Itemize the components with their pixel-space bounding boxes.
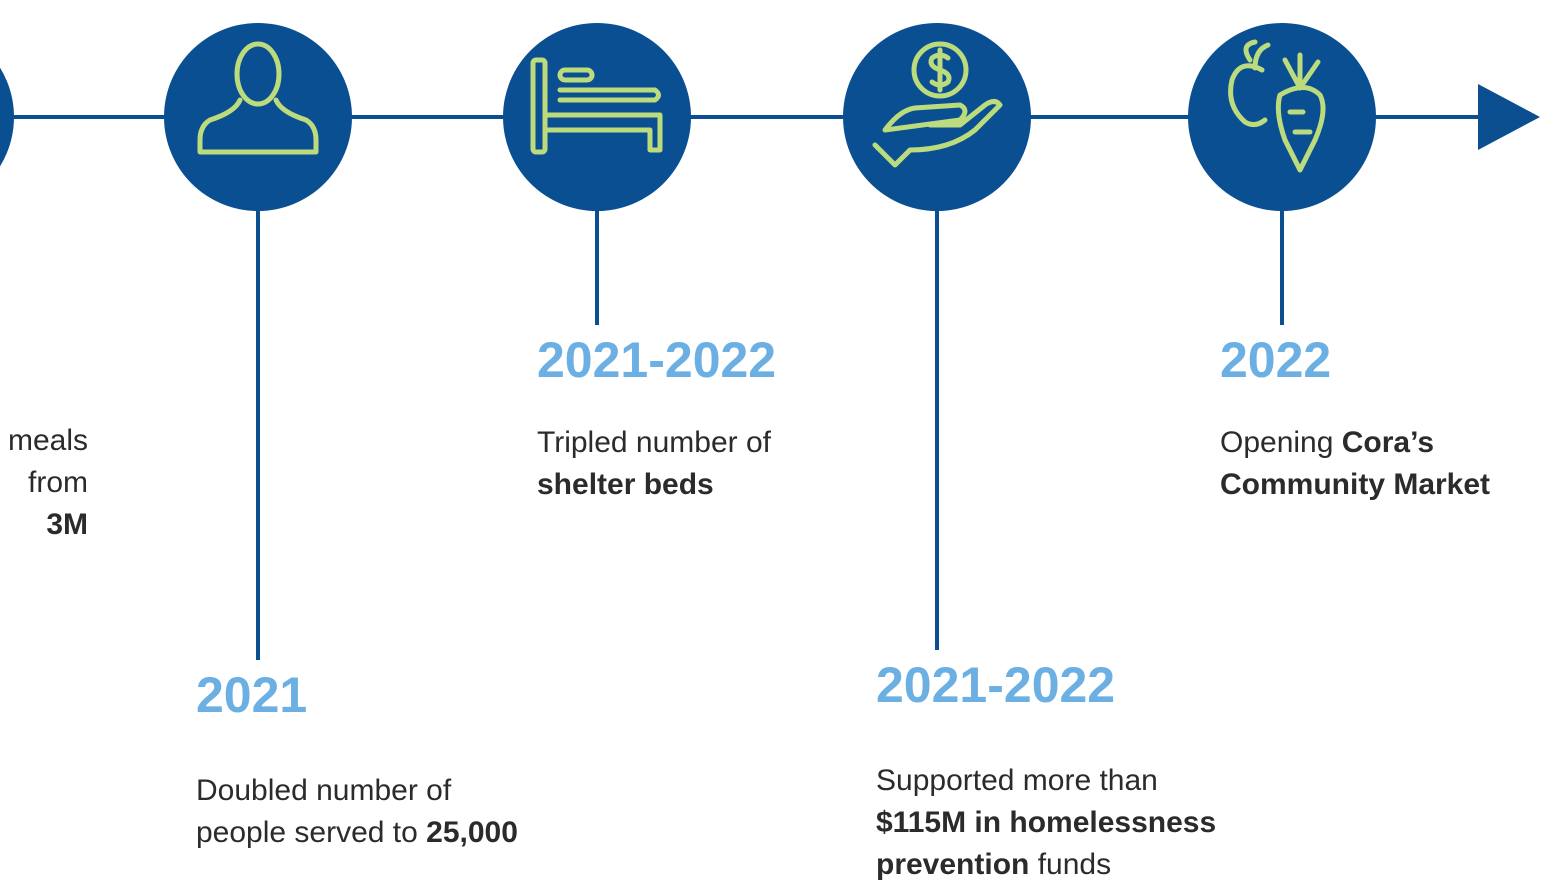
- bold-text: prevention: [876, 848, 1029, 881]
- icon-bed: [530, 57, 663, 155]
- year: 2022: [1220, 332, 1331, 388]
- node-circle: [843, 23, 1031, 211]
- text: from: [28, 466, 88, 499]
- text: Supported more than: [876, 764, 1158, 797]
- text: Tripled number of: [537, 426, 772, 459]
- description-line: Opening Cora’s: [1220, 426, 1434, 459]
- description-line: Doubled number of: [196, 774, 452, 807]
- entries: meals from 3M 2021 Doubled number of people s…: [8, 332, 1490, 881]
- description-line: Supported more than: [876, 764, 1158, 797]
- year: 2021-2022: [876, 657, 1115, 713]
- text: meals: [8, 424, 88, 457]
- bold-text: Community Market: [1220, 468, 1490, 501]
- node-circle: [0, 67, 14, 167]
- text: Opening: [1220, 426, 1342, 459]
- bold-text: $115M in homelessness: [876, 806, 1216, 839]
- description-line: people served to 25,000: [196, 816, 518, 849]
- node-circle: [1188, 23, 1376, 211]
- year: 2021: [196, 667, 307, 723]
- description-line: Tripled number of: [537, 426, 772, 459]
- bold-text: shelter beds: [537, 468, 714, 501]
- text: Doubled number of: [196, 774, 452, 807]
- description-line: Community Market: [1220, 468, 1490, 501]
- icon-person: [197, 41, 319, 155]
- description-line: meals: [8, 424, 88, 457]
- description-line: shelter beds: [537, 468, 714, 501]
- description-line: from: [28, 466, 88, 499]
- arrow-head: [1478, 84, 1540, 150]
- description-line: prevention funds: [876, 848, 1111, 881]
- text: people served to: [196, 816, 426, 849]
- description-line: $115M in homelessness: [876, 806, 1216, 839]
- icon-hand-coin: [872, 41, 1003, 168]
- bold-text: 25,000: [426, 816, 518, 849]
- icon-produce: [1228, 39, 1326, 173]
- text: funds: [1029, 848, 1111, 881]
- bold-text: 3M: [46, 508, 88, 541]
- node-circle: [164, 23, 352, 211]
- year: 2021-2022: [537, 332, 776, 388]
- description-line: 3M: [46, 508, 88, 541]
- bold-text: Cora’s: [1342, 426, 1434, 459]
